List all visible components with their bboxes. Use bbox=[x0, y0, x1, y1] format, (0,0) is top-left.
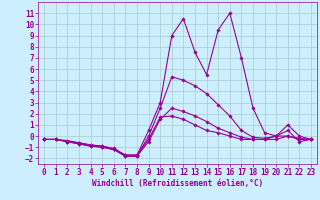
X-axis label: Windchill (Refroidissement éolien,°C): Windchill (Refroidissement éolien,°C) bbox=[92, 179, 263, 188]
